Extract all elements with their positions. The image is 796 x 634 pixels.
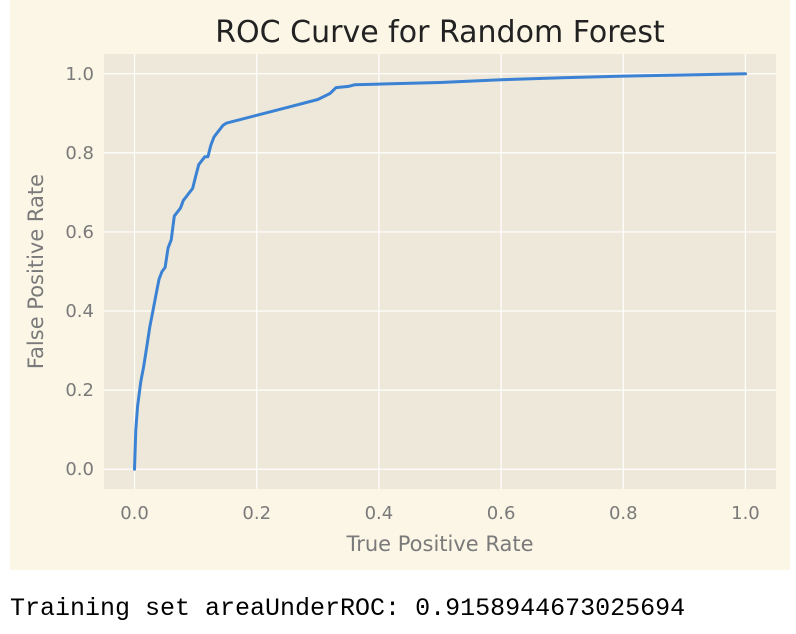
x-tick-label: 0.2 (242, 503, 271, 524)
y-tick-label: 0.6 (65, 222, 94, 243)
plot-area (104, 54, 776, 489)
y-tick-label: 0.8 (65, 143, 94, 164)
grid-lines (104, 54, 776, 489)
x-tick-label: 1.0 (731, 503, 760, 524)
roc-curve-line (133, 72, 747, 471)
y-tick-label: 0.2 (65, 380, 94, 401)
x-tick-labels: 0.0 0.2 0.4 0.6 0.8 1.0 (120, 503, 760, 524)
x-tick-label: 0.6 (487, 503, 516, 524)
x-tick-label: 0.8 (609, 503, 638, 524)
training-auc-output: Training set areaUnderROC: 0.91589446730… (10, 594, 686, 623)
y-tick-label: 1.0 (65, 64, 94, 85)
roc-chart: 0.0 0.2 0.4 0.6 0.8 1.0 0.0 0.2 0.4 0.6 0.8 1.0 RO… (24, 15, 776, 556)
chart-figure: 0.0 0.2 0.4 0.6 0.8 1.0 0.0 0.2 0.4 0.6 0.8 1.0 RO… (10, 0, 790, 570)
y-tick-label: 0.0 (65, 459, 94, 480)
y-tick-labels: 0.0 0.2 0.4 0.6 0.8 1.0 (65, 64, 94, 480)
x-tick-label: 0.0 (120, 503, 149, 524)
x-axis-label: True Positive Rate (345, 532, 533, 556)
chart-title: ROC Curve for Random Forest (215, 15, 665, 50)
y-axis-label: False Positive Rate (24, 174, 48, 369)
x-tick-label: 0.4 (365, 503, 394, 524)
y-tick-label: 0.4 (65, 301, 94, 322)
